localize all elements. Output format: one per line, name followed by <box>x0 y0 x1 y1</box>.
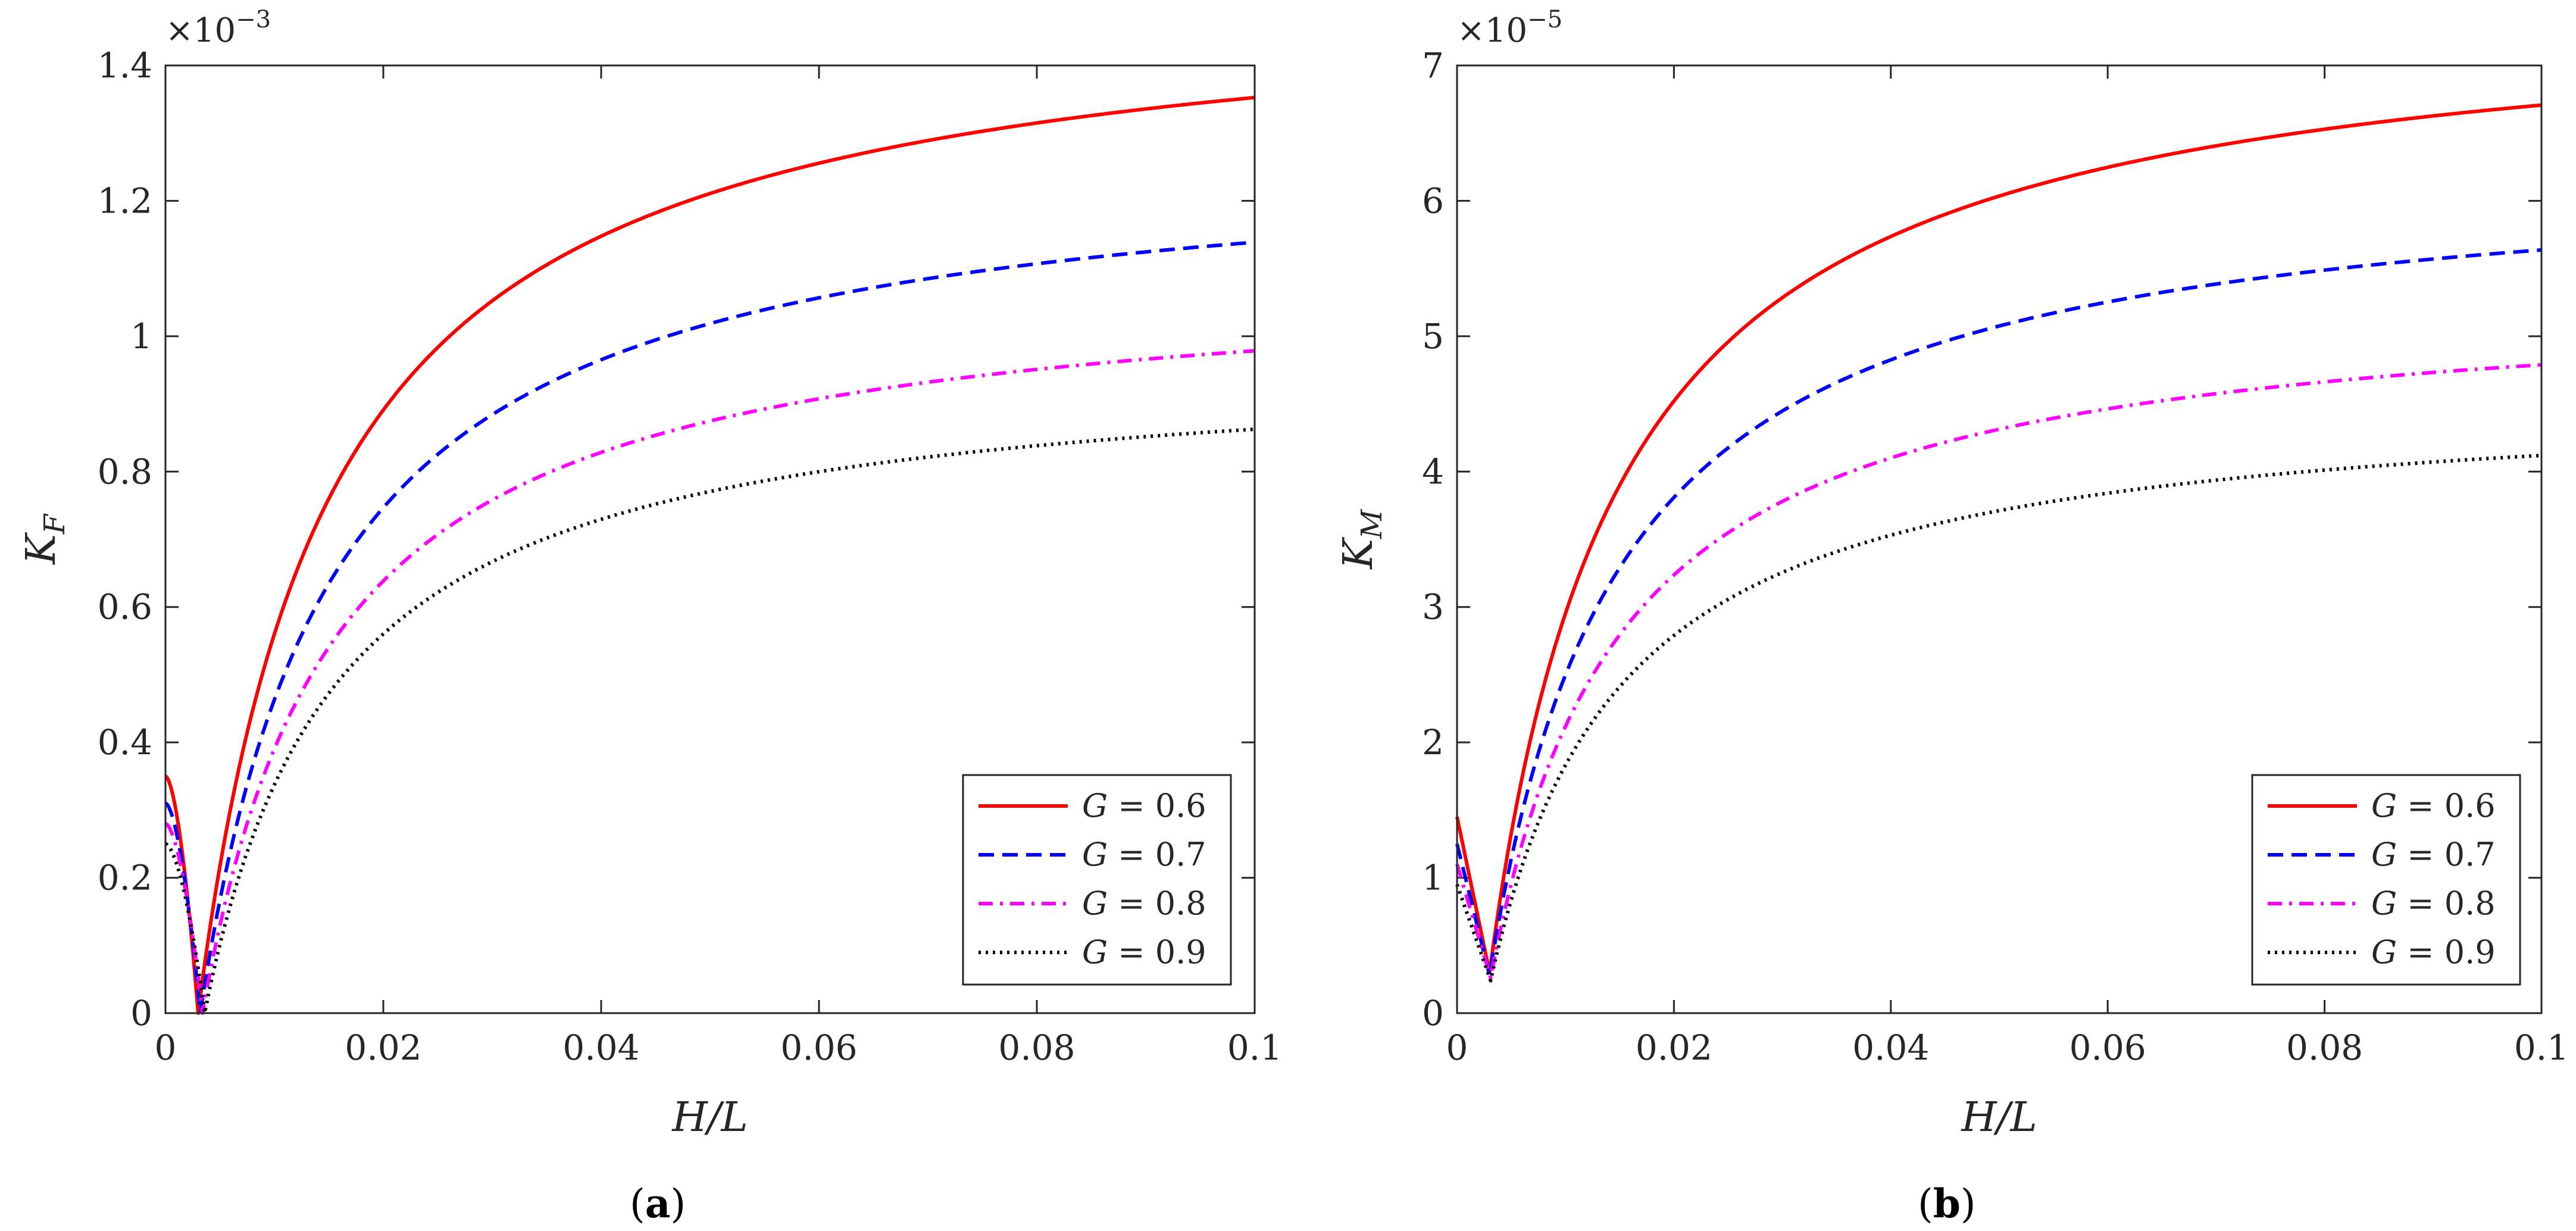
x-tick-labels: 0 0.02 0.04 0.06 0.08 0.1 <box>155 1027 1283 1068</box>
x-axis-label: H/L <box>671 1094 748 1141</box>
legend-entries: G = 0.6 G = 0.7 G = 0.8 G = 0.9 <box>978 787 1206 971</box>
legend-label: G = 0.9 <box>2371 933 2496 971</box>
legend-label: G = 0.6 <box>1082 787 1206 824</box>
x-tick-label: 0.08 <box>2286 1027 2363 1068</box>
y-tick-label: 2 <box>1422 722 1444 763</box>
series-line <box>1455 454 2542 983</box>
legend: G = 0.6 G = 0.7 G = 0.8 G = 0.9 <box>962 774 1232 986</box>
plot-frame <box>1456 64 2543 1014</box>
x-tick-label: 0.1 <box>2514 1027 2569 1068</box>
legend-label: G = 0.9 <box>1082 933 1206 971</box>
x-tick-label: 0.08 <box>998 1027 1075 1068</box>
legend-entries: G = 0.6 G = 0.7 G = 0.8 G = 0.9 <box>2268 787 2496 971</box>
y-tick-label: 0 <box>130 993 152 1033</box>
legend-label: G = 0.6 <box>2371 787 2496 824</box>
x-axis-label: H/L <box>1960 1094 2037 1141</box>
y-tick-label: 1 <box>1422 858 1444 898</box>
x-tick-label: 0.02 <box>1636 1027 1712 1068</box>
x-tick-label: 0.06 <box>2069 1027 2146 1068</box>
x-tick-label: 0.06 <box>780 1027 857 1068</box>
panel-label: (a) <box>630 1180 686 1227</box>
y-tick-label: 7 <box>1422 45 1444 86</box>
series-lines <box>1455 103 2542 983</box>
series-line <box>164 95 1255 1015</box>
y-tick-label: 0.4 <box>98 722 152 763</box>
y-axis-label: KM <box>1335 508 1389 570</box>
series-line <box>1455 103 2542 974</box>
panel-label: (b) <box>1918 1180 1976 1227</box>
series-line <box>1455 363 2542 980</box>
legend-label: G = 0.8 <box>2371 885 2496 922</box>
legend-label: G = 0.7 <box>1082 836 1206 873</box>
y-tick-label: 1.2 <box>98 180 152 221</box>
exponent-label: ×10−3 <box>165 6 271 50</box>
series-line <box>1455 248 2542 977</box>
panel-a: 0 0.2 0.4 0.6 0.8 1 1.2 1.4 0 0.02 0.04 0.06 0.08 0.… <box>18 6 1282 1227</box>
legend-box <box>2251 774 2521 986</box>
x-tick-label: 0.02 <box>345 1027 421 1068</box>
y-tick-label: 1.4 <box>98 45 152 86</box>
x-tick-label: 0.04 <box>1852 1027 1929 1068</box>
y-tick-label: 0.6 <box>98 587 152 627</box>
series-lines <box>164 95 1255 1015</box>
y-tick-label: 0.8 <box>98 451 152 492</box>
legend-label: G = 0.8 <box>1082 885 1206 922</box>
x-tick-labels: 0 0.02 0.04 0.06 0.08 0.1 <box>1446 1027 2569 1068</box>
exponent-label: ×10−5 <box>1457 6 1562 50</box>
series-line <box>164 427 1255 1015</box>
y-tick-label: 3 <box>1422 587 1444 627</box>
legend: G = 0.6 G = 0.7 G = 0.8 G = 0.9 <box>2251 774 2521 986</box>
y-tick-label: 1 <box>130 316 152 357</box>
x-tick-label: 0 <box>1446 1027 1468 1068</box>
y-tick-labels: 0 1 2 3 4 5 6 7 <box>1422 45 1444 1033</box>
legend-box <box>962 774 1232 986</box>
legend-label: G = 0.7 <box>2371 836 2496 873</box>
x-tick-label: 0.04 <box>562 1027 639 1068</box>
y-tick-label: 4 <box>1422 451 1444 492</box>
series-line <box>164 349 1255 1015</box>
plot-frame <box>164 64 1256 1014</box>
series-line <box>164 240 1255 1015</box>
y-tick-label: 5 <box>1422 316 1444 357</box>
y-tick-label: 6 <box>1422 180 1444 221</box>
y-tick-labels: 0 0.2 0.4 0.6 0.8 1 1.2 1.4 <box>98 45 152 1033</box>
y-tick-label: 0.2 <box>98 858 152 898</box>
panel-b: 0 1 2 3 4 5 6 7 0 0.02 0.04 0.06 0.08 0.1 ×10−5 KM H… <box>1335 6 2569 1227</box>
y-axis-label: KF <box>18 513 71 565</box>
x-tick-label: 0 <box>155 1027 177 1068</box>
x-tick-label: 0.1 <box>1227 1027 1282 1068</box>
y-tick-label: 0 <box>1422 993 1444 1033</box>
